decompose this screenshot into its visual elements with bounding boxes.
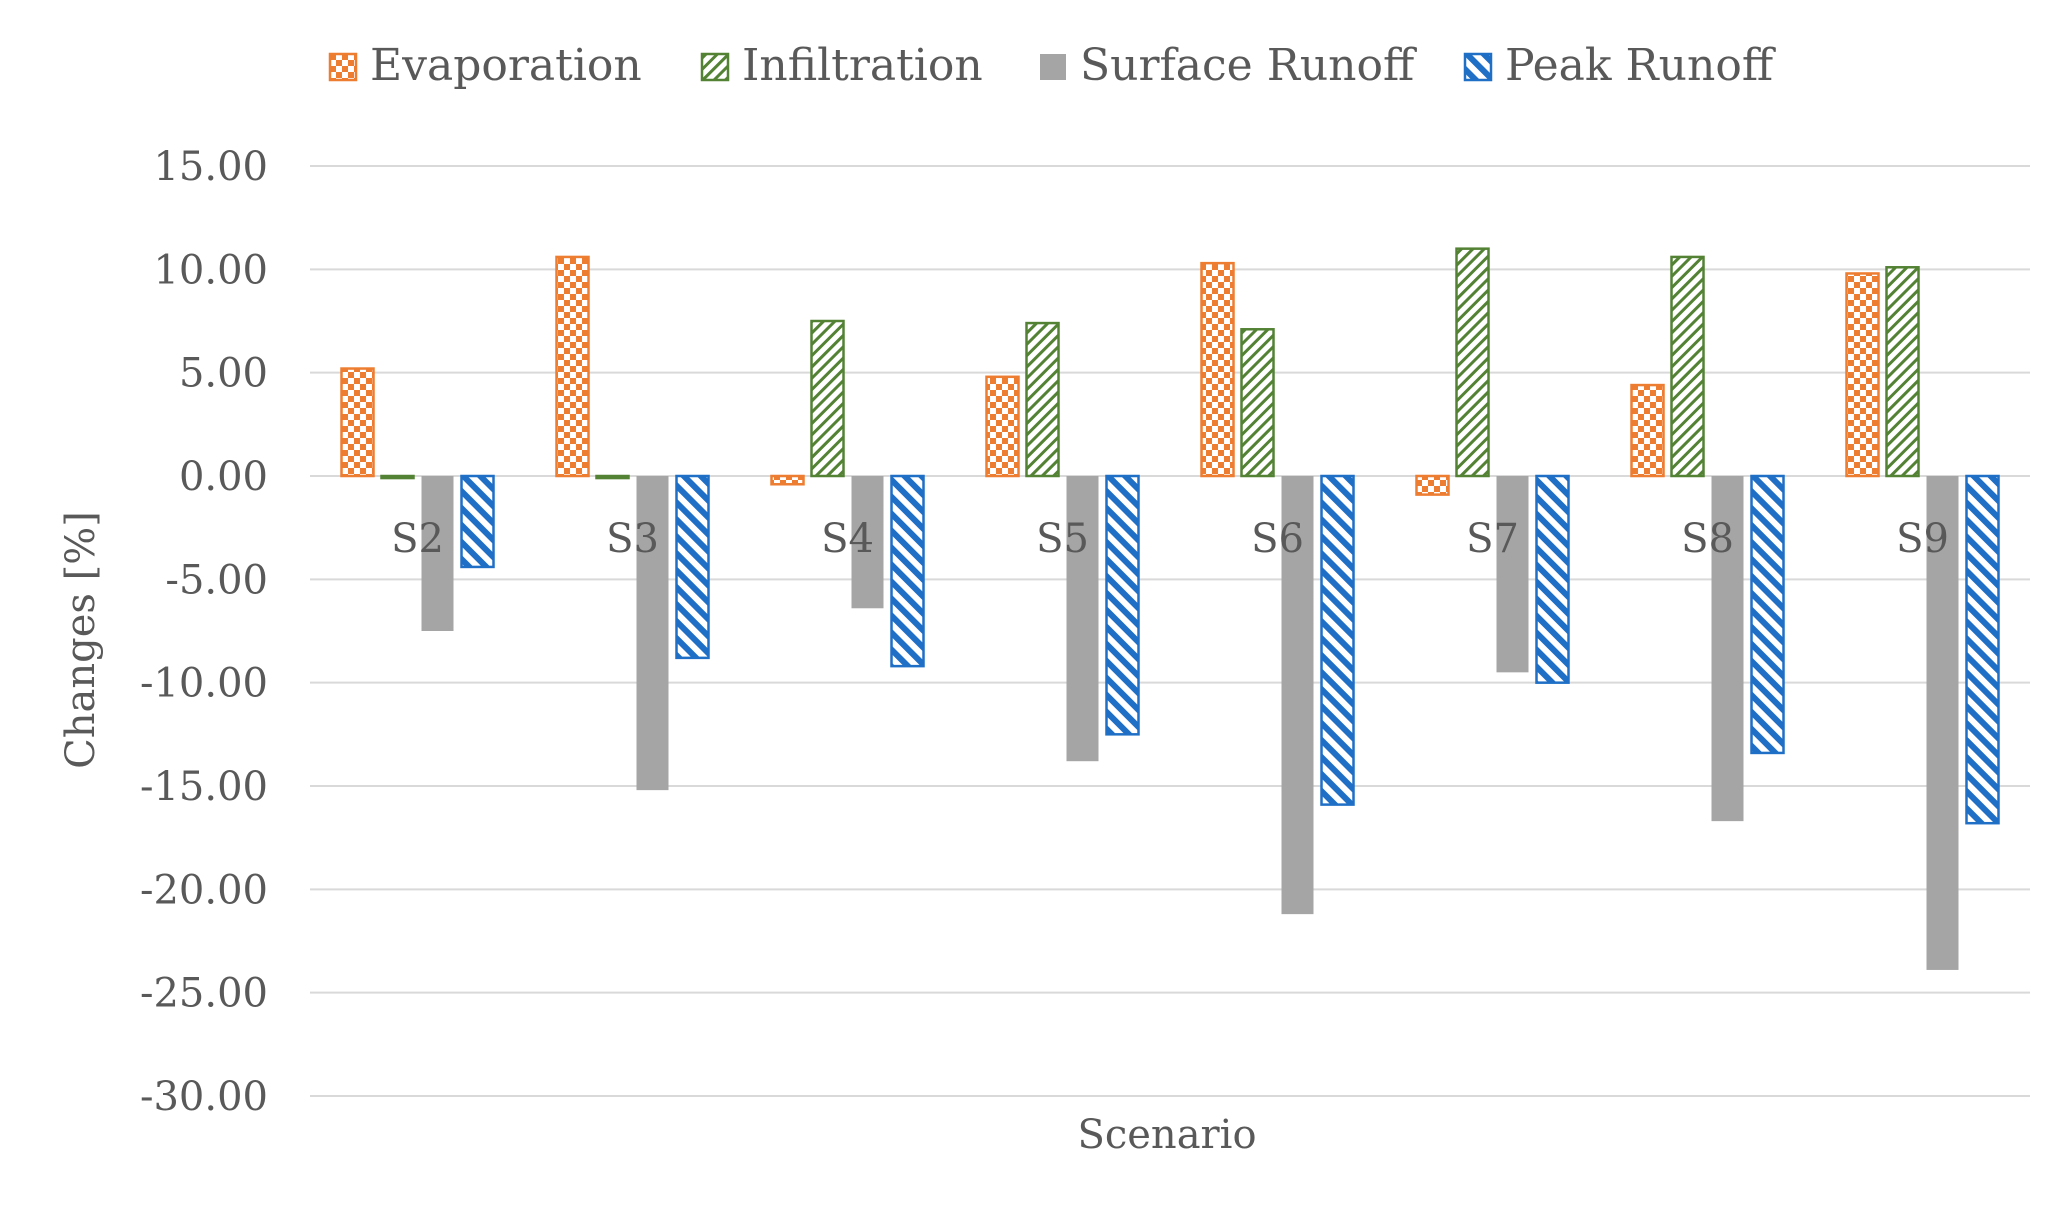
legend: Evaporation Infiltration Surface Runoff Pea… <box>328 40 1776 91</box>
y-axis-title: Changes [%] <box>58 511 104 769</box>
bar-peak-runoff-s7 <box>1535 474 1570 684</box>
bar-evaporation-s2 <box>340 367 375 478</box>
bar-peak-runoff-s8 <box>1750 474 1785 755</box>
bar-infiltration-s4 <box>810 319 845 478</box>
bar-peak-runoff-s2 <box>460 474 495 569</box>
bar-infiltration-s5 <box>1025 321 1060 478</box>
y-tick-label: -15.00 <box>140 764 268 810</box>
legend-swatch <box>700 52 730 82</box>
bar-surface-runoff-s9 <box>1926 476 1959 970</box>
legend-swatch <box>328 52 358 82</box>
y-axis-ticks: 15.00 10.00 5.00 0.00 -5.00 -10.00 -15.00 -20.0… <box>140 144 268 1120</box>
bar-infiltration-s6 <box>1240 328 1275 478</box>
bar-surface-runoff-s8 <box>1711 476 1744 822</box>
bar-peak-runoff-s9 <box>1965 474 2000 825</box>
bar-infiltration-s8 <box>1670 255 1705 478</box>
legend-swatch <box>1463 52 1493 82</box>
y-tick-label: -5.00 <box>165 557 268 603</box>
bars <box>340 247 2000 970</box>
bar-evaporation-s9 <box>1845 272 1880 478</box>
x-category-label: S7 <box>1466 516 1519 562</box>
bar-evaporation-s7 <box>1415 474 1450 496</box>
y-tick-label: 0.00 <box>179 454 268 500</box>
bar-surface-runoff-s3 <box>636 476 669 791</box>
x-axis-category-labels: S2 S3 S4 S5 S6 S7 S8 S9 <box>391 516 1949 562</box>
y-tick-label: -25.00 <box>140 971 268 1017</box>
bar-surface-runoff-s4 <box>851 476 884 609</box>
bar-evaporation-s8 <box>1630 383 1665 478</box>
y-tick-label: 5.00 <box>179 351 268 397</box>
x-axis-title: Scenario <box>1077 1112 1256 1158</box>
x-category-label: S9 <box>1896 516 1949 562</box>
x-category-label: S3 <box>606 516 659 562</box>
bar-peak-runoff-s6 <box>1320 474 1355 806</box>
legend-label: Surface Runoff <box>1080 40 1417 91</box>
bar-evaporation-s5 <box>985 375 1020 478</box>
y-tick-label: -10.00 <box>140 661 268 707</box>
y-tick-label: -20.00 <box>140 867 268 913</box>
y-tick-label: 15.00 <box>153 144 268 190</box>
y-tick-label: -30.00 <box>140 1074 268 1120</box>
legend-label: Infiltration <box>742 40 983 91</box>
bar-infiltration-s3 <box>595 474 630 480</box>
bar-surface-runoff-s7 <box>1496 476 1529 673</box>
bar-peak-runoff-s5 <box>1105 474 1140 736</box>
x-category-label: S6 <box>1251 516 1304 562</box>
bar-surface-runoff-s6 <box>1281 476 1314 915</box>
x-category-label: S4 <box>821 516 874 562</box>
legend-swatch <box>1040 54 1066 80</box>
bar-evaporation-s4 <box>770 474 805 486</box>
bar-infiltration-s9 <box>1885 266 1920 478</box>
bar-peak-runoff-s4 <box>890 474 925 668</box>
bar-surface-runoff-s2 <box>421 476 454 631</box>
bar-evaporation-s3 <box>555 255 590 478</box>
x-category-label: S5 <box>1036 516 1089 562</box>
bar-evaporation-s6 <box>1200 261 1235 478</box>
bar-infiltration-s7 <box>1455 247 1490 478</box>
bar-surface-runoff-s5 <box>1066 476 1099 762</box>
x-category-label: S2 <box>391 516 444 562</box>
y-tick-label: 10.00 <box>153 247 268 293</box>
legend-label: Evaporation <box>370 40 642 91</box>
bar-infiltration-s2 <box>380 474 415 480</box>
legend-label: Peak Runoff <box>1505 40 1776 91</box>
x-category-label: S8 <box>1681 516 1734 562</box>
bar-peak-runoff-s3 <box>675 474 710 660</box>
